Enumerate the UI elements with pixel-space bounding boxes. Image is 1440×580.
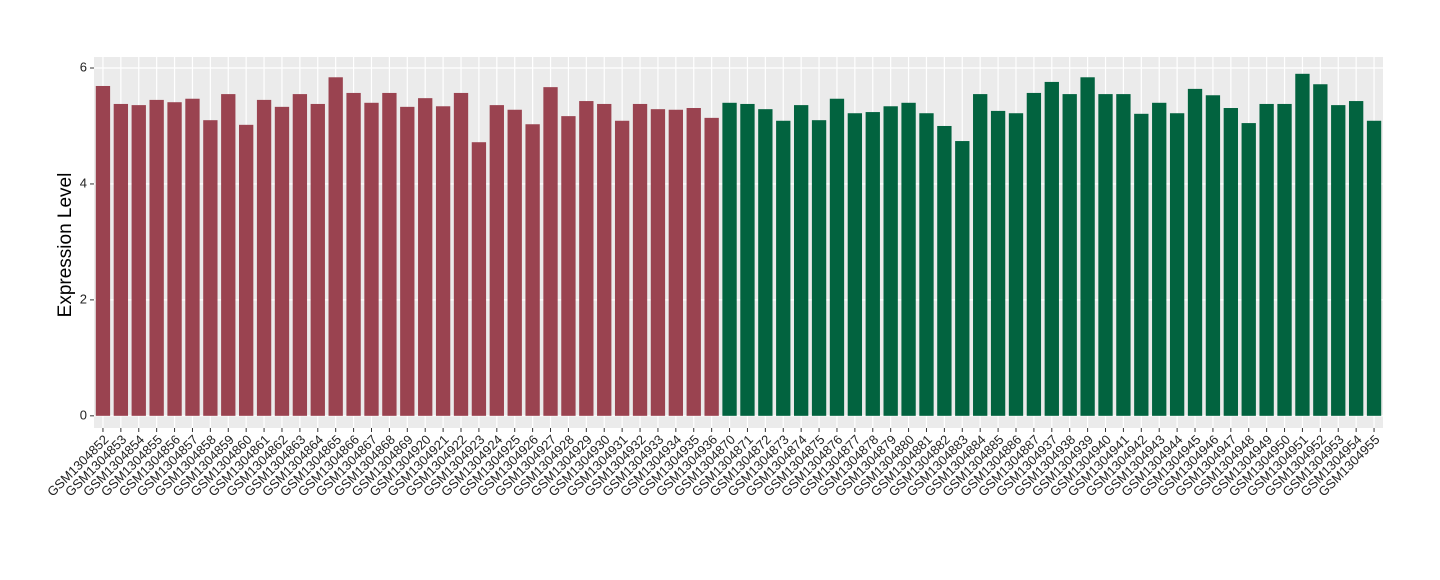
bar (1348, 101, 1364, 416)
bar (543, 87, 558, 416)
bar (668, 109, 684, 416)
bar (704, 117, 719, 416)
bar (597, 103, 612, 416)
bar (185, 98, 200, 416)
y-tick-label: 4 (80, 175, 87, 190)
bar (1116, 94, 1131, 416)
bar (256, 99, 272, 416)
y-tick-label: 6 (80, 59, 87, 74)
bar (937, 125, 952, 416)
bar (95, 85, 111, 416)
bar (955, 141, 970, 416)
bar (507, 109, 522, 416)
bar (650, 109, 666, 416)
bar (292, 94, 308, 416)
y-tick-label: 0 (80, 407, 87, 422)
bar (489, 105, 504, 416)
bar (686, 108, 701, 416)
bar (1366, 120, 1382, 416)
plot-panel (94, 57, 1383, 428)
bar (883, 106, 898, 416)
bar (203, 120, 218, 416)
y-tick-label: 2 (80, 291, 87, 306)
bar (740, 103, 755, 416)
bar (865, 112, 880, 416)
bar (418, 98, 433, 416)
bar (973, 94, 988, 416)
bar (364, 102, 379, 416)
bar (1169, 113, 1185, 416)
bar (525, 124, 540, 416)
bar (382, 92, 397, 416)
bar (1223, 108, 1238, 416)
bar (829, 98, 845, 416)
bar (113, 103, 129, 416)
bar (1331, 105, 1346, 416)
bar (1295, 73, 1310, 416)
bar (776, 120, 791, 416)
bar (1313, 84, 1328, 416)
bar (1026, 92, 1042, 416)
bar (1044, 81, 1059, 416)
bar (435, 106, 451, 416)
bar (1080, 77, 1095, 416)
bar (131, 105, 146, 416)
bar (221, 94, 236, 416)
bar (1205, 95, 1221, 416)
bar (471, 142, 487, 416)
bar (793, 105, 809, 416)
bar (1098, 94, 1113, 416)
bar (239, 124, 254, 416)
bar (1008, 113, 1024, 416)
bar (990, 110, 1006, 416)
bar (328, 77, 343, 416)
bar (758, 109, 773, 416)
bar (1187, 88, 1203, 416)
bar (1259, 103, 1274, 416)
y-axis-label: Expression Level (55, 173, 76, 318)
bar (614, 120, 630, 416)
bar (167, 102, 182, 416)
bar (1241, 123, 1256, 416)
bar (453, 92, 469, 416)
bar (1152, 102, 1167, 416)
bar (722, 102, 737, 416)
bar (1062, 94, 1077, 416)
bar (901, 102, 916, 416)
bar (632, 103, 648, 416)
bar (310, 103, 325, 416)
bar (811, 120, 827, 416)
bar (346, 92, 361, 416)
bar (579, 101, 594, 416)
bar (274, 106, 290, 416)
bar (847, 113, 863, 416)
bar (1277, 103, 1292, 416)
bar (919, 113, 934, 416)
bar (1134, 113, 1149, 416)
bar (561, 116, 576, 416)
bar (400, 106, 415, 416)
bar (149, 99, 164, 416)
